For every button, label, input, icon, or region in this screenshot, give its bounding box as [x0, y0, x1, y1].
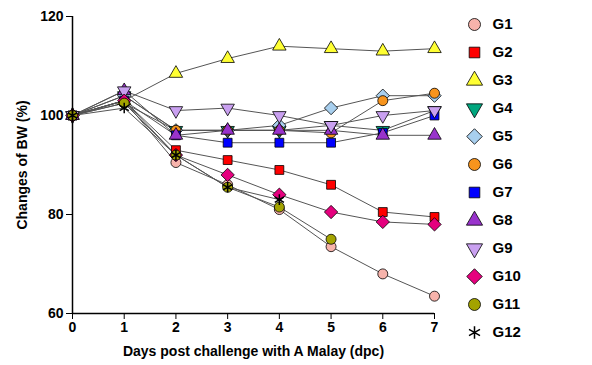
- svg-text:Days post challenge with A Mal: Days post challenge with A Malay (dpc): [123, 343, 384, 359]
- svg-text:5: 5: [327, 319, 335, 335]
- svg-text:6: 6: [379, 319, 387, 335]
- svg-text:G8: G8: [493, 211, 513, 228]
- svg-text:100: 100: [40, 107, 64, 123]
- svg-text:G7: G7: [493, 183, 513, 200]
- svg-text:G4: G4: [493, 99, 514, 116]
- svg-text:7: 7: [431, 319, 439, 335]
- svg-text:G11: G11: [493, 295, 521, 312]
- svg-text:G9: G9: [493, 239, 513, 256]
- svg-text:G3: G3: [493, 71, 513, 88]
- svg-text:Changes of BW (%): Changes of BW (%): [14, 100, 30, 229]
- svg-text:G5: G5: [493, 127, 513, 144]
- svg-text:0: 0: [69, 319, 77, 335]
- svg-text:G1: G1: [493, 15, 513, 32]
- svg-text:80: 80: [48, 206, 64, 222]
- svg-text:3: 3: [224, 319, 232, 335]
- svg-text:2: 2: [172, 319, 180, 335]
- svg-text:4: 4: [275, 319, 283, 335]
- svg-text:G2: G2: [493, 43, 513, 60]
- svg-text:60: 60: [48, 305, 64, 321]
- svg-text:G12: G12: [493, 323, 521, 340]
- svg-text:G10: G10: [493, 267, 521, 284]
- svg-text:120: 120: [40, 8, 64, 24]
- svg-text:1: 1: [120, 319, 128, 335]
- svg-text:G6: G6: [493, 155, 513, 172]
